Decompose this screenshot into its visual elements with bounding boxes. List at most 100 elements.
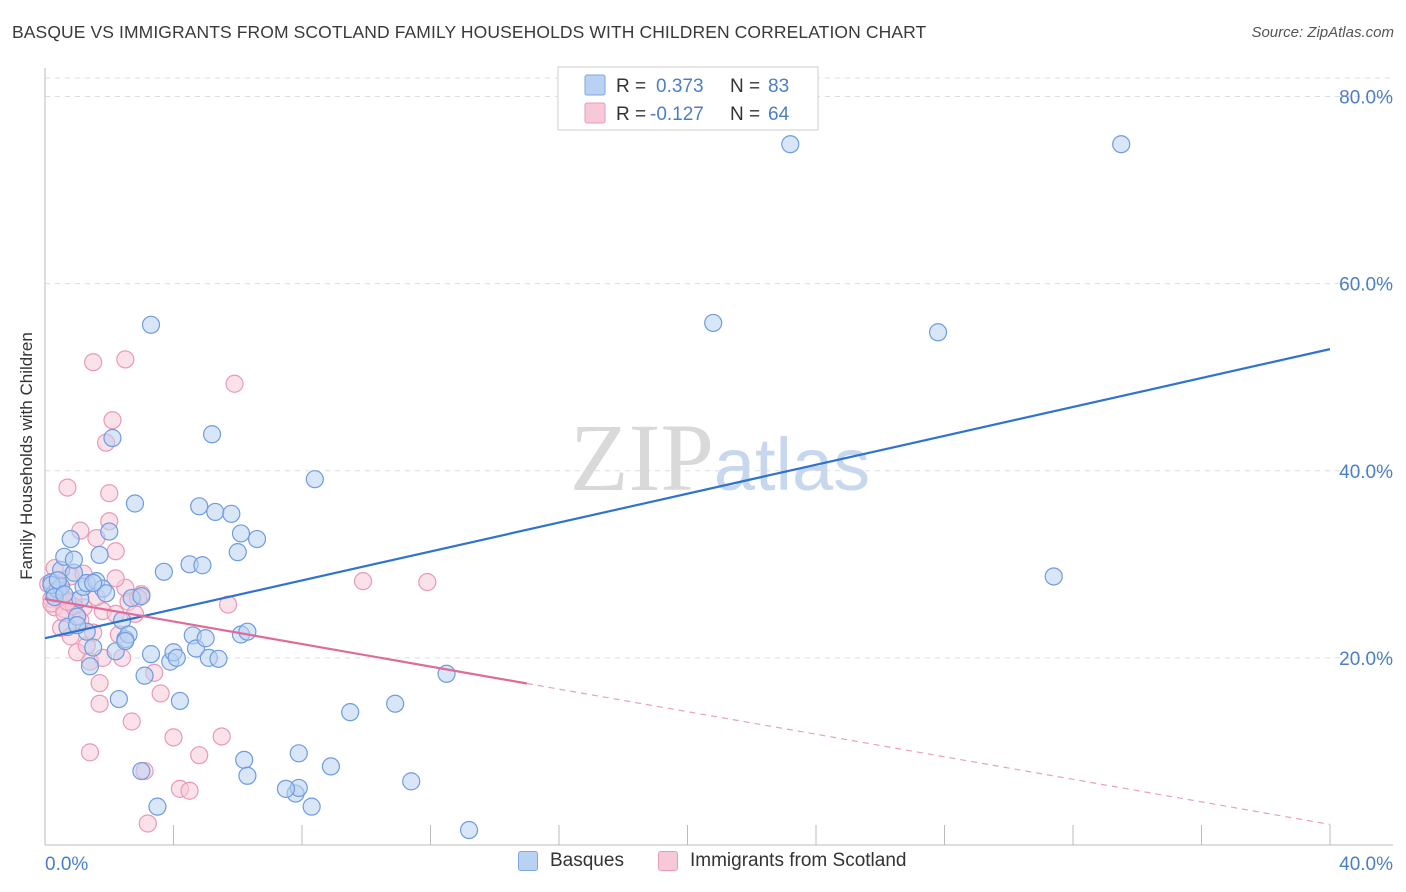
basques-point [96, 584, 116, 603]
scotland-point [100, 484, 119, 503]
legend-scotland-r-label: R = [616, 104, 646, 125]
basques-point [154, 562, 173, 581]
legend-basques-r-label: R = [616, 76, 646, 97]
basques-point [132, 761, 151, 781]
scotland-trend-line-extrapolated [526, 682, 1331, 826]
legend-bottom: Basques Immigrants from Scotland [0, 850, 1406, 880]
basques-point [276, 779, 296, 798]
legend-scotland-n-label: N = [730, 104, 760, 125]
legend-basques-label: Basques [550, 850, 624, 871]
watermark-zip: ZIP [570, 404, 714, 511]
y-tick-label: 20.0% [1339, 649, 1393, 670]
basques-point [238, 622, 257, 641]
basques-point [100, 522, 119, 541]
basques-point [459, 820, 479, 840]
basques-point [305, 470, 324, 489]
svg-text:ZIPatlas: ZIPatlas [570, 404, 870, 511]
basques-point [341, 703, 360, 722]
basques-trend-line [44, 348, 1331, 640]
legend-basques-r-value: 0.373 [656, 76, 704, 97]
scotland-point [353, 572, 373, 591]
scotland-point [151, 684, 170, 703]
scotland-trend-line [44, 597, 528, 685]
trend-lines [44, 348, 1331, 826]
scotland-point [106, 569, 125, 588]
basques-point [90, 545, 109, 565]
basques-point [1112, 135, 1131, 154]
scotland-point [418, 572, 437, 592]
x-tick-label: 0.0% [45, 854, 88, 875]
scotland-point [138, 814, 157, 833]
axes [44, 68, 1393, 846]
basques-point [289, 744, 308, 763]
scotland-point [103, 411, 122, 430]
basques-point [196, 629, 215, 648]
basques-point [321, 757, 341, 776]
watermark: ZIPatlas [570, 404, 870, 511]
scotland-point [80, 743, 100, 762]
legend-basques-swatch [584, 74, 606, 96]
scotland-point [212, 727, 231, 746]
basques-point [386, 694, 405, 713]
source-label: Source: ZipAtlas.com [1251, 24, 1394, 41]
y-tick-labels: 20.0% 40.0% 60.0% 80.0% [1339, 88, 1393, 670]
basques-point [167, 648, 186, 667]
basques-point [84, 573, 103, 593]
legend-scotland-label: Immigrants from Scotland [690, 850, 907, 871]
legend-scotland-n-value: 64 [768, 104, 790, 125]
basques-point [141, 645, 161, 664]
basques-point [238, 766, 257, 785]
basques-point [781, 135, 800, 154]
chart-title: BASQUE VS IMMIGRANTS FROM SCOTLAND FAMIL… [12, 22, 927, 42]
basques-point [222, 504, 241, 523]
basques-point [64, 550, 84, 569]
watermark-atlas: atlas [714, 423, 870, 506]
y-tick-label: 60.0% [1339, 275, 1393, 296]
legend-basques-n-label: N = [730, 76, 760, 97]
y-tick-label: 40.0% [1339, 462, 1393, 483]
scotland-point [106, 542, 125, 561]
basques-point [141, 315, 161, 334]
basques-point [228, 543, 247, 562]
basques-point [116, 631, 135, 651]
legend-top: R = 0.373 N = 83 R = -0.127 N = 64 [557, 66, 819, 131]
legend-item-basques: Basques [518, 850, 624, 872]
y-tick-label: 80.0% [1339, 88, 1393, 109]
scotland-point [58, 478, 77, 497]
basques-point [80, 657, 100, 676]
scotland-point [90, 694, 109, 713]
scotland-point [190, 746, 209, 765]
legend-basques-swatch-bottom [518, 851, 538, 871]
scotland-point [180, 781, 199, 800]
legend-scotland-swatch-bottom [658, 851, 678, 871]
scotland-point [164, 728, 183, 747]
series-basques-points [42, 135, 1131, 840]
basques-point [704, 313, 723, 333]
basques-point [1044, 567, 1063, 586]
basques-point [247, 529, 267, 549]
x-tick-labels: 0.0% 40.0% [45, 854, 1393, 875]
legend-item-scotland: Immigrants from Scotland [658, 850, 906, 872]
basques-point [132, 587, 151, 606]
basques-point [235, 750, 254, 769]
basques-point [103, 428, 122, 448]
basques-point [202, 425, 222, 444]
basques-point [109, 689, 128, 709]
scotland-point [225, 374, 244, 393]
basques-point [231, 524, 251, 543]
basques-point [170, 691, 190, 711]
basques-point [302, 797, 321, 816]
basques-point [209, 649, 228, 668]
scotland-point [122, 712, 141, 731]
basques-point [61, 529, 80, 549]
gridlines [45, 77, 1393, 659]
basques-point [193, 556, 212, 575]
basques-point [125, 494, 145, 513]
scotland-point [90, 674, 109, 693]
basques-point [402, 772, 421, 791]
basques-point [190, 497, 209, 516]
legend-basques-n-value: 83 [768, 76, 789, 97]
legend-scotland-swatch [584, 102, 606, 124]
basques-point [148, 797, 167, 816]
